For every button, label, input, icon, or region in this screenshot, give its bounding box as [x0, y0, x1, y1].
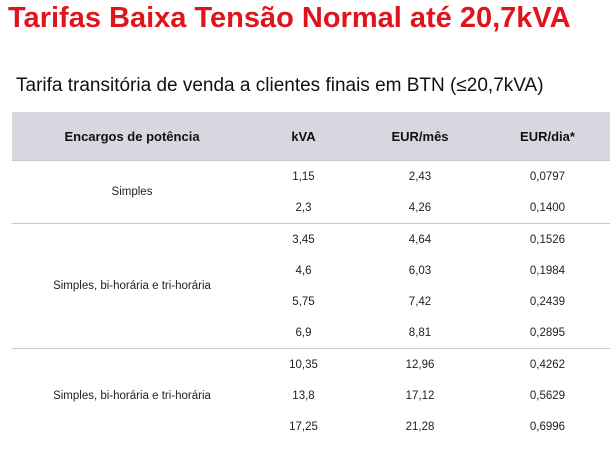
header-row: Encargos de potência kVA EUR/mês EUR/dia… — [12, 112, 610, 161]
cell-eur-dia: 0,1400 — [529, 201, 566, 214]
cell-eur-dia: 0,4262 — [485, 348, 610, 380]
cell-eur-mes: 21,28 — [405, 420, 435, 433]
cell-eur-dia: 0,2439 — [529, 295, 566, 308]
table-row: Simples, bi-horária e tri-horária 10,35 12… — [12, 348, 610, 442]
cell-eur-dia: 0,0797 — [529, 170, 566, 183]
header-kva: kVA — [252, 112, 355, 161]
header-eur-dia: EUR/dia* — [485, 112, 610, 161]
cell-kva: 4,6 — [295, 264, 312, 277]
tariff-table-container: Encargos de potência kVA EUR/mês EUR/dia… — [12, 112, 610, 442]
cell-eur-dia: 0,6996 — [529, 420, 566, 433]
cell-kva: 2,3 — [295, 201, 312, 214]
table-row: 17,25 21,28 0,6996 — [12, 411, 610, 442]
cell-eur-mes: 17,12 — [405, 389, 435, 402]
tariff-table: Encargos de potência kVA EUR/mês EUR/dia… — [12, 112, 610, 442]
cell-kva: 1,15 — [292, 170, 315, 183]
cell-eur-dia: 0,2895 — [529, 326, 566, 339]
table-row: 5,75 7,42 0,2439 — [12, 286, 610, 317]
cell-kva: 6,9 — [295, 326, 312, 339]
cell-eur-mes: 6,03 — [408, 264, 432, 277]
cell-eur-dia: 0,1984 — [529, 264, 566, 277]
table-row: 6,9 8,81 0,2895 — [12, 317, 610, 349]
cell-eur-dia: 0,5629 — [529, 389, 566, 402]
table-subtitle: Tarifa transitória de venda a clientes f… — [16, 75, 544, 96]
group-label: Simples — [111, 186, 153, 198]
cell-kva: 5,75 — [292, 295, 315, 308]
table-row: 4,6 6,03 0,1984 — [12, 255, 610, 286]
cell-eur-mes: 4,26 — [408, 201, 432, 214]
cell-eur-dia: 0,1526 — [485, 223, 610, 255]
table-row: Simples, bi-horária e tri-horária 3,45 4,6… — [12, 223, 610, 349]
table-row: 13,8 17,12 0,5629 — [12, 380, 610, 411]
table-body: Simples 1,15 2,43 0,0797 2,3 4,26 0,1400 Simple… — [12, 161, 610, 442]
cell-eur-mes: 2,43 — [408, 170, 432, 183]
table-header: Encargos de potência kVA EUR/mês EUR/dia… — [12, 112, 610, 161]
group-label: Simples, bi-horária e tri-horária — [12, 348, 252, 442]
header-encargos: Encargos de potência — [12, 112, 252, 161]
cell-kva: 10,35 — [252, 348, 355, 380]
cell-eur-mes: 7,42 — [408, 295, 432, 308]
table-row: 2,3 4,26 0,1400 — [12, 192, 610, 224]
page-title: Tarifas Baixa Tensão Normal até 20,7kVA — [8, 2, 571, 34]
cell-eur-mes: 4,64 — [355, 223, 485, 255]
cell-eur-mes: 8,81 — [408, 326, 432, 339]
header-eur-mes: EUR/mês — [355, 112, 485, 161]
cell-kva: 3,45 — [252, 223, 355, 255]
cell-kva: 13,8 — [292, 389, 315, 402]
group-label: Simples, bi-horária e tri-horária — [12, 223, 252, 349]
cell-kva: 17,25 — [289, 420, 318, 433]
table-row: Simples 1,15 2,43 0,0797 — [12, 161, 610, 199]
cell-eur-mes: 12,96 — [355, 348, 485, 380]
